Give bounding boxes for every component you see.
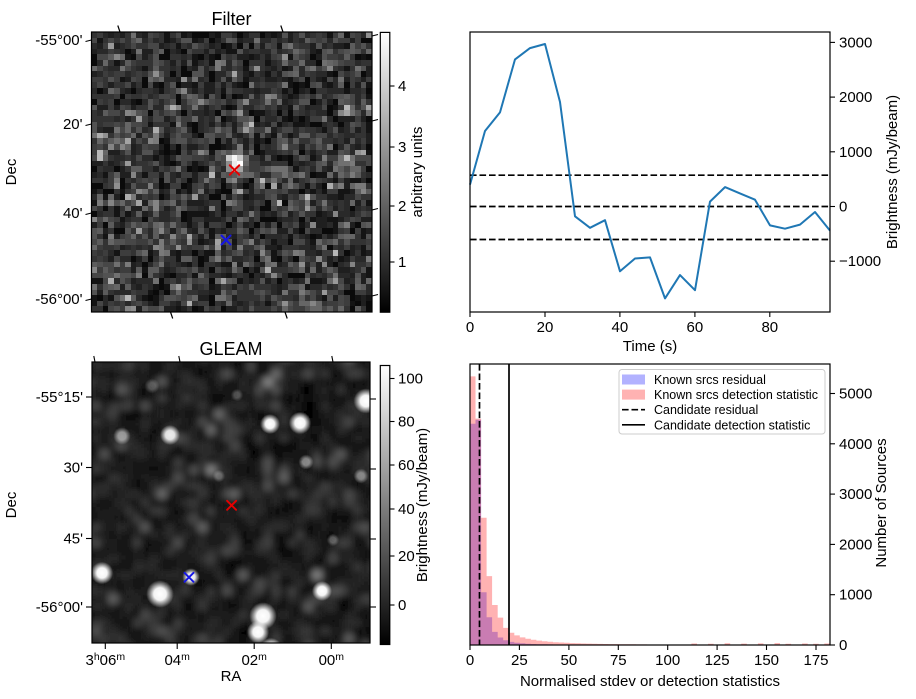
svg-text:-55°15': -55°15' bbox=[36, 389, 83, 406]
svg-text:4: 4 bbox=[398, 78, 406, 95]
svg-text:Known srcs residual: Known srcs residual bbox=[654, 373, 766, 387]
svg-text:arbitrary units: arbitrary units bbox=[409, 127, 426, 218]
svg-text:2000: 2000 bbox=[839, 89, 872, 106]
svg-text:45': 45' bbox=[63, 531, 83, 548]
svg-text:30': 30' bbox=[63, 460, 83, 477]
svg-text:0: 0 bbox=[466, 652, 474, 669]
svg-text:1000: 1000 bbox=[839, 144, 872, 161]
svg-text:40: 40 bbox=[398, 501, 415, 518]
svg-text:Known srcs detection statistic: Known srcs detection statistic bbox=[654, 388, 818, 402]
svg-text:2000: 2000 bbox=[839, 536, 872, 553]
svg-text:150: 150 bbox=[754, 652, 779, 669]
svg-text:20: 20 bbox=[537, 319, 554, 336]
svg-text:25: 25 bbox=[511, 652, 528, 669]
svg-text:0: 0 bbox=[839, 637, 847, 654]
svg-text:-55°00': -55°00' bbox=[35, 32, 82, 49]
svg-text:4000: 4000 bbox=[839, 436, 872, 453]
svg-text:1000: 1000 bbox=[839, 587, 872, 604]
svg-text:3000: 3000 bbox=[839, 486, 872, 503]
svg-text:50: 50 bbox=[561, 652, 578, 669]
svg-text:2: 2 bbox=[398, 198, 406, 215]
svg-text:5000: 5000 bbox=[839, 386, 872, 403]
svg-text:80: 80 bbox=[398, 414, 415, 431]
svg-text:1: 1 bbox=[398, 254, 406, 271]
svg-text:Dec: Dec bbox=[3, 491, 20, 518]
svg-text:Candidate residual: Candidate residual bbox=[654, 403, 758, 417]
svg-text:80: 80 bbox=[761, 319, 778, 336]
svg-text:Brightness (mJy/beam): Brightness (mJy/beam) bbox=[884, 95, 901, 249]
svg-text:60: 60 bbox=[687, 319, 704, 336]
svg-text:Candidate detection statistic: Candidate detection statistic bbox=[654, 418, 810, 432]
svg-text:175: 175 bbox=[803, 652, 828, 669]
svg-text:-56°00': -56°00' bbox=[36, 599, 83, 616]
svg-text:40': 40' bbox=[63, 205, 83, 222]
svg-text:0: 0 bbox=[466, 319, 474, 336]
svg-text:40: 40 bbox=[612, 319, 629, 336]
svg-text:20': 20' bbox=[63, 116, 83, 133]
svg-text:60: 60 bbox=[398, 457, 415, 474]
svg-text:125: 125 bbox=[705, 652, 730, 669]
svg-text:−1000: −1000 bbox=[839, 253, 881, 270]
svg-text:Brightness (mJy/beam): Brightness (mJy/beam) bbox=[414, 428, 431, 582]
svg-text:75: 75 bbox=[610, 652, 627, 669]
svg-text:Dec: Dec bbox=[3, 158, 20, 185]
svg-text:RA: RA bbox=[221, 668, 242, 685]
svg-text:20: 20 bbox=[398, 548, 415, 565]
svg-text:3: 3 bbox=[398, 139, 406, 156]
svg-text:100: 100 bbox=[655, 652, 680, 669]
svg-text:100: 100 bbox=[398, 371, 423, 388]
svg-text:0: 0 bbox=[398, 597, 406, 614]
svg-text:-56°00': -56°00' bbox=[35, 291, 82, 308]
svg-text:0: 0 bbox=[839, 199, 847, 216]
svg-text:GLEAM: GLEAM bbox=[199, 339, 262, 359]
svg-text:Time (s): Time (s) bbox=[623, 338, 677, 355]
svg-text:Normalised stdev or detection: Normalised stdev or detection statistics bbox=[520, 673, 780, 690]
svg-text:Filter: Filter bbox=[212, 9, 252, 29]
svg-text:3000: 3000 bbox=[839, 34, 872, 51]
svg-text:Number of Sources: Number of Sources bbox=[873, 438, 890, 567]
